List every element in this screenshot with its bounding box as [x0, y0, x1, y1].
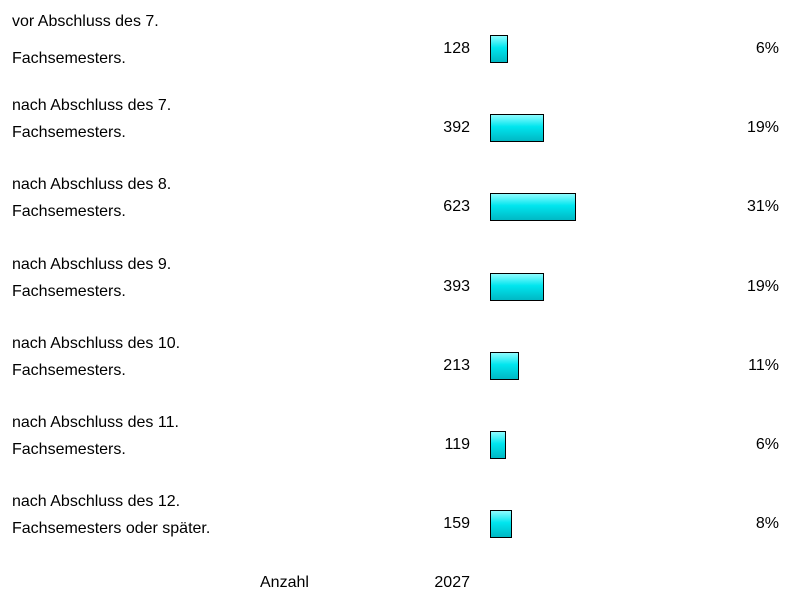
count-label: 159 — [443, 515, 470, 533]
total-value: 2027 — [434, 574, 470, 591]
count-label: 213 — [443, 356, 470, 374]
percent-label: 6% — [755, 40, 779, 57]
bar — [490, 510, 512, 539]
count-label: 392 — [443, 119, 470, 137]
count-label: 128 — [443, 40, 470, 57]
count-label: 119 — [444, 436, 470, 453]
percent-label: 19% — [746, 277, 779, 295]
percent-label: 11% — [748, 356, 779, 374]
category-label: nach Abschluss des 12. Fachsemesters ode… — [12, 493, 211, 538]
percent-label: 31% — [746, 198, 779, 216]
percent-label: 6% — [755, 436, 779, 453]
category-label: nach Abschluss des 8. Fachsemesters. — [12, 176, 172, 221]
count-label: 623 — [443, 198, 470, 216]
bar — [490, 114, 545, 143]
bar — [490, 193, 576, 222]
count-label: 393 — [443, 277, 470, 295]
total-label: Anzahl — [260, 574, 309, 591]
category-label: vor Abschluss des 7. Fachsemesters. — [12, 13, 159, 67]
category-label: nach Abschluss des 10. Fachsemesters. — [12, 334, 181, 379]
percent-label: 8% — [755, 515, 779, 533]
bar — [490, 351, 520, 380]
bar — [490, 431, 507, 459]
category-label: nach Abschluss des 9. Fachsemesters. — [12, 255, 172, 300]
bar — [490, 35, 508, 63]
percent-label: 19% — [746, 119, 779, 137]
category-label: nach Abschluss des 11. Fachsemesters. — [12, 414, 179, 458]
bar — [490, 272, 545, 301]
category-label: nach Abschluss des 7. Fachsemesters. — [12, 97, 172, 142]
